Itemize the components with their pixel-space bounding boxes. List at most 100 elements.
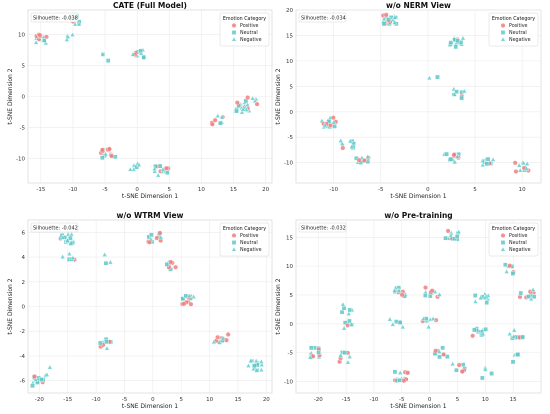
x-tick-label: 5 xyxy=(179,397,183,403)
point-negative xyxy=(461,88,468,94)
point-neutral xyxy=(38,377,44,382)
point-positive xyxy=(445,228,451,234)
x-tick-label: 0 xyxy=(135,187,139,193)
point-negative xyxy=(454,153,461,159)
y-tick-label: 4 xyxy=(22,255,26,261)
point-negative xyxy=(520,160,527,166)
point-negative xyxy=(477,294,484,301)
x-tick-label: 10 xyxy=(206,397,213,403)
x-tick-label: -5 xyxy=(102,187,108,193)
point-negative xyxy=(345,359,351,365)
legend-title: Emotion Category xyxy=(492,16,535,22)
point-negative xyxy=(44,371,50,377)
point-negative xyxy=(32,376,39,382)
point-negative xyxy=(348,143,355,149)
point-negative xyxy=(390,321,396,327)
y-tick-label: 5 xyxy=(290,293,294,299)
y-tick-label: 10 xyxy=(286,59,293,65)
point-neutral xyxy=(443,235,448,241)
legend-label-positive: Positive xyxy=(509,23,528,29)
point-negative xyxy=(400,324,406,330)
point-neutral xyxy=(483,327,488,332)
point-neutral xyxy=(510,271,516,276)
point-negative xyxy=(348,321,355,327)
point-neutral xyxy=(100,155,105,161)
y-tick-label: 15 xyxy=(286,235,293,241)
point-negative xyxy=(510,333,517,339)
point-negative xyxy=(33,39,39,45)
point-negative xyxy=(396,287,402,293)
x-tick-label: 5 xyxy=(456,397,460,403)
y-tick-label: 0 xyxy=(290,322,294,328)
y-tick-label: 10 xyxy=(286,264,293,270)
point-neutral xyxy=(342,350,348,355)
point-negative xyxy=(69,31,76,37)
point-neutral xyxy=(437,354,442,360)
points xyxy=(30,230,265,389)
point-neutral xyxy=(68,241,74,246)
x-tick-label: 0 xyxy=(426,187,430,193)
legend-label-negative: Negative xyxy=(240,247,262,253)
x-tick-label: 10 xyxy=(198,187,205,193)
point-positive xyxy=(212,117,218,123)
point-negative xyxy=(102,151,109,157)
silhouette-box: Silhouette: -0.042 xyxy=(30,222,79,233)
x-tick-label: -15 xyxy=(63,397,72,403)
point-neutral xyxy=(347,307,353,313)
point-negative xyxy=(104,345,110,351)
point-negative xyxy=(506,330,513,336)
point-negative xyxy=(136,161,142,167)
point-negative xyxy=(346,353,353,359)
points xyxy=(319,12,531,175)
legend-marker-neutral xyxy=(231,30,237,35)
point-positive xyxy=(513,169,519,175)
point-neutral xyxy=(381,21,387,27)
point-negative xyxy=(452,159,458,165)
point-negative xyxy=(100,51,106,57)
x-tick-label: 10 xyxy=(519,187,526,193)
y-tick-label: -6 xyxy=(20,379,26,385)
point-neutral xyxy=(97,340,103,346)
x-tick-label: -10 xyxy=(329,187,338,193)
x-tick-label: 0 xyxy=(151,397,155,403)
point-negative xyxy=(215,112,221,118)
legend-label-positive: Positive xyxy=(240,233,259,239)
point-neutral xyxy=(392,369,398,375)
point-positive xyxy=(383,12,389,18)
y-axis-label: t-SNE Dimension 2 xyxy=(275,278,282,334)
y-axis-label: t-SNE Dimension 2 xyxy=(7,68,14,124)
point-positive xyxy=(109,153,115,159)
y-tick-label: 0 xyxy=(22,95,26,101)
silhouette-box: Silhouette: -0.032 xyxy=(298,222,347,233)
x-tick-label: -15 xyxy=(36,187,45,193)
legend-marker-neutral xyxy=(500,30,506,35)
x-tick-label: -20 xyxy=(314,397,323,403)
point-neutral xyxy=(459,95,464,101)
y-tick-label: 2 xyxy=(22,280,26,286)
chart-title: CATE (Full Model) xyxy=(113,1,187,10)
legend-marker-negative xyxy=(231,246,237,252)
point-neutral xyxy=(68,235,73,241)
point-negative xyxy=(66,250,73,256)
legend-title: Emotion Category xyxy=(492,226,535,232)
legend-title: Emotion Category xyxy=(223,226,266,232)
point-negative xyxy=(245,362,252,368)
point-positive xyxy=(32,373,38,379)
point-positive xyxy=(459,368,465,374)
point-negative xyxy=(307,354,314,360)
silhouette-score: Silhouette: -0.032 xyxy=(301,226,346,232)
point-neutral xyxy=(448,40,454,45)
point-neutral xyxy=(422,293,428,298)
point-positive xyxy=(451,152,457,158)
point-neutral xyxy=(397,320,403,325)
point-negative xyxy=(211,339,217,345)
point-neutral xyxy=(444,151,449,157)
silhouette-score: Silhouette: -0.038 xyxy=(33,16,78,22)
point-negative xyxy=(258,358,265,364)
point-neutral xyxy=(316,350,321,355)
point-neutral xyxy=(134,164,139,170)
point-negative xyxy=(338,137,344,143)
point-positive xyxy=(340,145,346,151)
point-positive xyxy=(361,157,367,163)
